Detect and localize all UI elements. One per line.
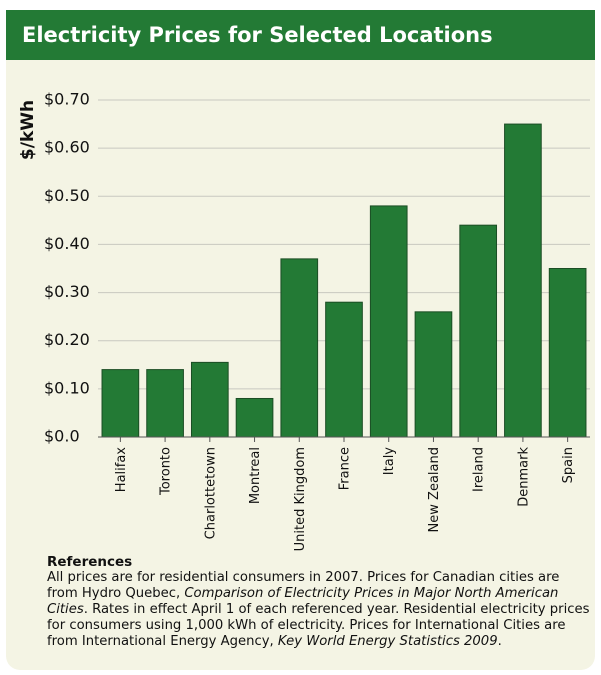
x-tick-label: Montreal: [248, 447, 263, 504]
y-tick-label: $0.70: [44, 90, 90, 109]
references-part: Comparison of Electricity Prices in Majo…: [47, 586, 559, 617]
references-part: .: [497, 634, 502, 649]
y-tick-label: $0.30: [44, 282, 90, 301]
x-tick-label: Charlottetown: [203, 447, 218, 539]
references-part: . Rates in effect April 1 of each refere…: [47, 602, 590, 649]
x-tick-label: Spain: [561, 447, 576, 483]
y-tick-label: $0.40: [44, 234, 90, 253]
x-tick-label: France: [338, 447, 353, 490]
bar: [280, 258, 319, 438]
references: References All prices are for residentia…: [47, 554, 592, 650]
bar: [369, 205, 408, 438]
x-tick-label: Toronto: [159, 447, 174, 496]
y-tick-label: $0.0: [44, 427, 80, 446]
bar: [504, 123, 542, 438]
y-tick-label: $0.10: [44, 378, 90, 397]
bar: [414, 311, 453, 438]
title-bar: [6, 10, 595, 60]
bar: [190, 361, 229, 438]
bar: [146, 369, 184, 438]
references-title: References: [47, 554, 133, 570]
x-tick-label: Ireland: [472, 447, 487, 492]
x-tick-label: Denmark: [516, 447, 531, 507]
bar: [325, 301, 363, 438]
references-text: All prices are for residential consumers…: [47, 570, 592, 650]
bar: [459, 224, 498, 438]
bar: [101, 369, 140, 438]
chart-title: Electricity Prices for Selected Location…: [22, 23, 493, 47]
x-tick-label: New Zealand: [427, 447, 442, 532]
x-tick-label: Halifax: [114, 447, 129, 493]
references-part: All prices are for residential consumers…: [47, 570, 560, 601]
y-axis-label: $/kWh: [18, 100, 38, 160]
bar: [235, 397, 274, 438]
bar: [548, 268, 587, 438]
x-tick-label: Italy: [382, 447, 397, 476]
x-tick-label: United Kingdom: [293, 447, 308, 551]
y-tick-label: $0.50: [44, 186, 90, 205]
y-tick-label: $0.20: [44, 330, 90, 349]
references-part: Key World Energy Statistics 2009: [277, 634, 498, 649]
y-tick-label: $0.60: [44, 138, 90, 157]
